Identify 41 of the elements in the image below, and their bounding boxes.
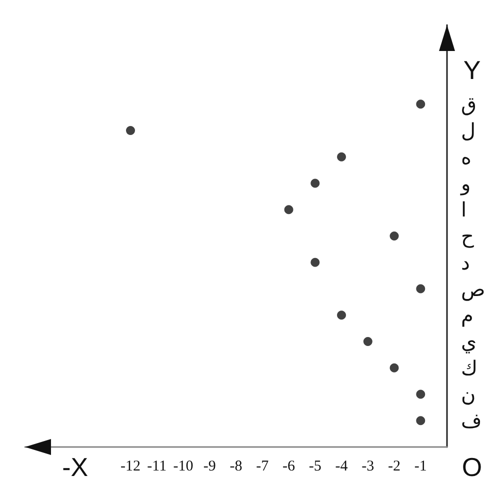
y-axis-title: Y	[463, 54, 481, 85]
x-axis-title: -X	[62, 452, 88, 482]
point	[416, 390, 426, 399]
y-tick-label: ف	[461, 408, 482, 433]
y-tick-label: د	[461, 250, 470, 274]
point	[416, 100, 426, 109]
y-tick-label: ق	[461, 92, 477, 116]
point	[310, 258, 320, 267]
point	[390, 232, 399, 240]
y-tick-label: و	[460, 171, 471, 196]
x-tick-label: -5	[308, 458, 322, 474]
x-tick-label: -11	[147, 458, 167, 474]
x-tick-label: -3	[362, 458, 374, 474]
x-tick-label: -6	[282, 458, 296, 474]
point	[416, 416, 426, 426]
y-tick-label: ي	[461, 330, 477, 354]
x-tick-label: -9	[203, 458, 216, 474]
x-tick-label: -8	[230, 458, 242, 474]
x-tick-label: -10	[173, 458, 194, 474]
y-tick-label: ل	[461, 118, 476, 142]
y-tick-label: ن	[461, 382, 476, 406]
text: O	[462, 452, 482, 482]
point	[363, 337, 372, 346]
y-tick-label: ح	[461, 224, 474, 248]
point	[126, 126, 135, 135]
x-tick-label: -12	[120, 458, 140, 474]
x-tick-label: -2	[388, 458, 400, 474]
y-tick-label: م	[461, 303, 474, 328]
point	[310, 178, 320, 188]
point	[390, 363, 399, 372]
point	[337, 152, 346, 162]
x-tick-label: -7	[256, 458, 270, 474]
point	[284, 205, 294, 214]
y-tick-label: ص	[461, 276, 486, 301]
y-tick-label: ك	[461, 356, 478, 380]
point	[416, 284, 426, 294]
y-tick-label: ا	[461, 198, 467, 222]
x-tick-label: -4	[335, 458, 348, 474]
y-tick-label: ه	[461, 144, 472, 169]
point	[337, 310, 346, 320]
x-tick-label: -1	[414, 458, 427, 474]
